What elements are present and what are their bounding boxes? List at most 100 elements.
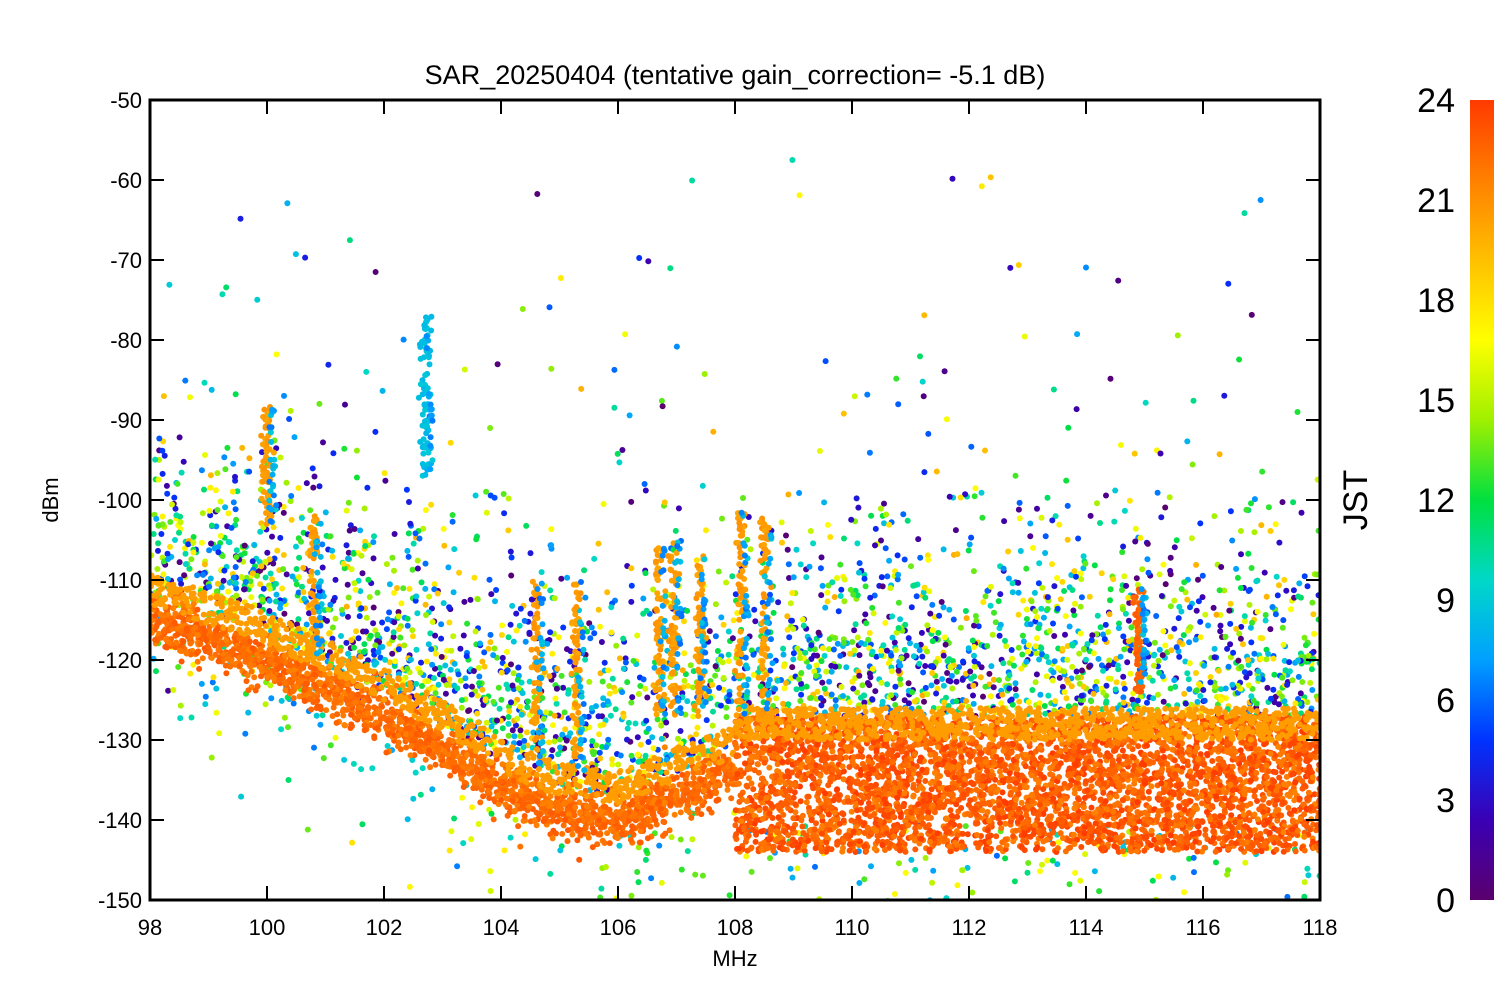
- scatter-point: [675, 735, 681, 742]
- outlier-point: [642, 487, 649, 494]
- scatter-point: [980, 693, 986, 700]
- scatter-point: [448, 828, 455, 835]
- scatter-point: [911, 582, 918, 589]
- scatter-point: [854, 634, 861, 641]
- scatter-point: [229, 488, 236, 495]
- scatter-point: [1054, 575, 1061, 581]
- scatter-point: [194, 572, 201, 579]
- scatter-point: [781, 663, 787, 670]
- outlier-point: [789, 157, 796, 163]
- scatter-point: [962, 823, 969, 830]
- scatter-point: [1137, 534, 1144, 541]
- scatter-point: [283, 571, 290, 578]
- scatter-point: [555, 751, 562, 758]
- scatter-point: [371, 661, 378, 668]
- scatter-point: [790, 656, 797, 663]
- outlier-point: [920, 393, 927, 400]
- scatter-point: [1115, 625, 1122, 632]
- scatter-point: [977, 674, 984, 681]
- scatter-point: [451, 660, 458, 667]
- scatter-point: [864, 680, 871, 686]
- scatter-point: [1090, 650, 1097, 657]
- scatter-point: [1213, 859, 1219, 866]
- scatter-point: [1051, 633, 1058, 639]
- scatter-point: [988, 663, 995, 670]
- scatter-point: [800, 622, 807, 629]
- scatter-point: [446, 676, 453, 683]
- scatter-point: [823, 668, 830, 675]
- noise-floor-point: [235, 646, 242, 652]
- scatter-point: [813, 672, 819, 679]
- scatter-point: [357, 588, 364, 595]
- outlier-point: [358, 605, 365, 612]
- scatter-point: [293, 543, 299, 550]
- scatter-point: [835, 608, 842, 615]
- scatter-point: [936, 612, 943, 619]
- outlier-point: [954, 551, 961, 558]
- scatter-point: [1305, 652, 1312, 659]
- noise-floor-point: [323, 707, 330, 714]
- scatter-point: [826, 646, 832, 653]
- scatter-point: [656, 842, 663, 849]
- outlier-point: [1142, 399, 1149, 406]
- scatter-point: [750, 671, 757, 678]
- scatter-point: [1042, 533, 1049, 540]
- scatter-point: [555, 634, 562, 641]
- scatter-point: [423, 612, 429, 618]
- outlier-point: [320, 439, 326, 446]
- scatter-point: [997, 591, 1004, 598]
- noise-floor-point: [357, 713, 363, 720]
- outlier-point: [237, 215, 244, 222]
- scatter-point: [911, 698, 918, 705]
- scatter-point: [1114, 662, 1121, 669]
- scatter-point: [514, 676, 521, 683]
- scatter-point: [1176, 639, 1183, 646]
- scatter-point: [1272, 521, 1279, 528]
- scatter-point: [167, 543, 173, 550]
- outlier-point: [626, 412, 633, 419]
- scatter-point: [600, 702, 607, 708]
- scatter-point: [483, 719, 490, 726]
- scatter-point: [1025, 699, 1032, 706]
- scatter-point: [207, 575, 214, 582]
- scatter-point: [1144, 540, 1151, 547]
- scatter-point: [429, 619, 436, 625]
- scatter-point: [187, 394, 193, 401]
- noise-floor-point: [364, 710, 371, 717]
- noise-floor-point: [502, 801, 509, 808]
- scatter-point: [392, 658, 399, 665]
- scatter-point: [693, 731, 700, 738]
- outlier-point: [363, 368, 370, 375]
- noise-floor-point: [406, 725, 413, 732]
- outlier-point: [689, 177, 696, 184]
- outlier-point: [943, 416, 950, 423]
- noise-floor-point: [606, 806, 613, 813]
- scatter-point: [950, 616, 957, 623]
- scatter-point: [1202, 611, 1209, 618]
- scatter-point: [1240, 641, 1246, 648]
- scatter-point: [1298, 509, 1305, 516]
- scatter-point: [463, 653, 470, 660]
- noise-floor-point: [277, 662, 284, 669]
- scatter-point: [718, 702, 724, 709]
- scatter-point: [774, 677, 781, 684]
- scatter-point: [679, 667, 686, 674]
- noise-floor-point: [264, 669, 271, 675]
- scatter-point: [596, 749, 603, 756]
- noise-floor-point: [215, 646, 222, 653]
- outlier-point: [412, 530, 419, 537]
- scatter-point: [466, 707, 473, 714]
- scatter-point: [417, 791, 424, 798]
- scatter-point: [329, 624, 336, 631]
- scatter-point: [975, 623, 982, 630]
- scatter-point: [351, 580, 358, 587]
- scatter-point: [927, 610, 934, 617]
- scatter-point: [1006, 672, 1013, 679]
- noise-floor-point: [343, 706, 350, 713]
- scatter-point: [401, 642, 408, 649]
- scatter-point: [862, 583, 869, 590]
- scatter-point: [962, 608, 969, 614]
- scatter-point: [787, 865, 794, 872]
- outlier-point: [473, 536, 480, 543]
- scatter-point: [824, 589, 831, 596]
